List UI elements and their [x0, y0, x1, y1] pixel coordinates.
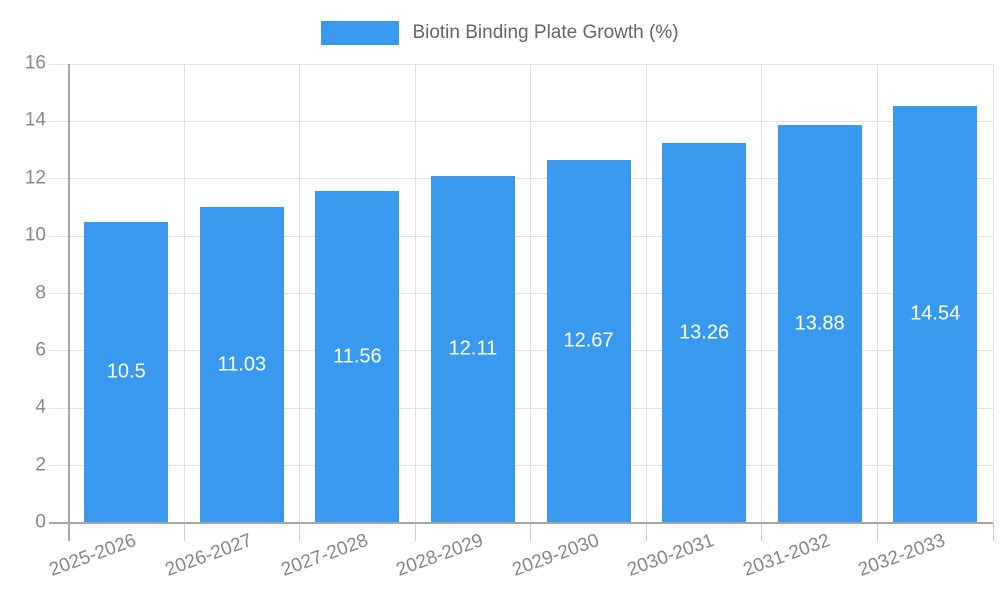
- y-axis-tick-label: 2: [35, 454, 46, 476]
- x-axis-tick-label: 2030-2031: [624, 530, 718, 581]
- x-axis-tick-label: 2031-2032: [740, 530, 833, 581]
- horizontal-gridline: [48, 178, 993, 180]
- bar: [662, 142, 747, 523]
- x-axis-tick: [645, 523, 647, 541]
- x-axis-tick-label: 2029-2030: [509, 530, 602, 581]
- horizontal-gridline: [48, 407, 993, 409]
- horizontal-gridline: [48, 120, 993, 122]
- vertical-gridline: [414, 64, 416, 523]
- horizontal-gridline: [48, 293, 993, 294]
- x-axis-tick: [876, 523, 878, 541]
- horizontal-gridline: [48, 63, 993, 65]
- bar: [84, 221, 169, 523]
- x-axis-tick-label: 2028-2029: [393, 530, 487, 581]
- vertical-gridline: [876, 64, 878, 523]
- legend-color-swatch: [321, 21, 400, 45]
- vertical-gridline: [645, 64, 647, 523]
- x-axis-tick: [761, 523, 763, 541]
- x-axis-tick: [992, 523, 994, 541]
- bar: [546, 159, 631, 523]
- bar-value-label: 13.26: [679, 321, 730, 344]
- x-axis-tick: [183, 523, 185, 541]
- bar-value-label: 11.56: [333, 345, 382, 368]
- x-axis-line: [48, 522, 993, 524]
- y-axis-tick-label: 6: [35, 339, 46, 361]
- x-axis-tick-label: 2027-2028: [278, 530, 371, 581]
- horizontal-gridline: [48, 350, 993, 352]
- vertical-gridline: [992, 64, 994, 523]
- y-axis-tick-label: 0: [35, 511, 46, 533]
- bar-value-label: 14.54: [910, 302, 961, 325]
- horizontal-gridline: [48, 465, 993, 467]
- bar-value-label: 11.03: [217, 353, 267, 376]
- vertical-gridline: [299, 64, 301, 523]
- x-axis-tick-label: 2032-2033: [855, 530, 949, 581]
- y-axis-tick-label: 4: [35, 396, 46, 418]
- bar: [430, 175, 515, 523]
- bar-value-label: 12.11: [448, 337, 498, 360]
- x-axis-tick: [414, 523, 416, 541]
- y-axis-tick-label: 14: [24, 109, 46, 131]
- x-axis-tick-label: 2025-2026: [46, 530, 140, 581]
- y-axis-line: [67, 64, 70, 541]
- x-axis-tick: [299, 523, 301, 541]
- bar: [315, 191, 400, 523]
- bar: [893, 105, 978, 523]
- legend-item[interactable]: Biotin Binding Plate Growth (%): [321, 21, 679, 45]
- vertical-gridline: [183, 64, 185, 523]
- bar: [199, 206, 284, 523]
- bar: [777, 124, 862, 523]
- vertical-gridline: [530, 64, 532, 523]
- y-axis-tick-label: 10: [24, 224, 46, 246]
- x-axis-tick-label: 2026-2027: [162, 530, 256, 581]
- vertical-gridline: [761, 64, 763, 523]
- y-axis-tick-label: 12: [24, 167, 46, 189]
- chart-legend: Biotin Binding Plate Growth (%): [0, 21, 1000, 45]
- y-axis-tick-label: 16: [24, 52, 46, 74]
- bar-value-label: 13.88: [794, 312, 845, 335]
- y-axis-tick-label: 8: [35, 282, 46, 304]
- bar-value-label: 10.5: [106, 360, 146, 383]
- legend-label: Biotin Binding Plate Growth (%): [412, 22, 679, 43]
- x-axis-tick: [530, 523, 532, 541]
- horizontal-gridline: [48, 235, 993, 237]
- bar-value-label: 12.67: [563, 329, 614, 352]
